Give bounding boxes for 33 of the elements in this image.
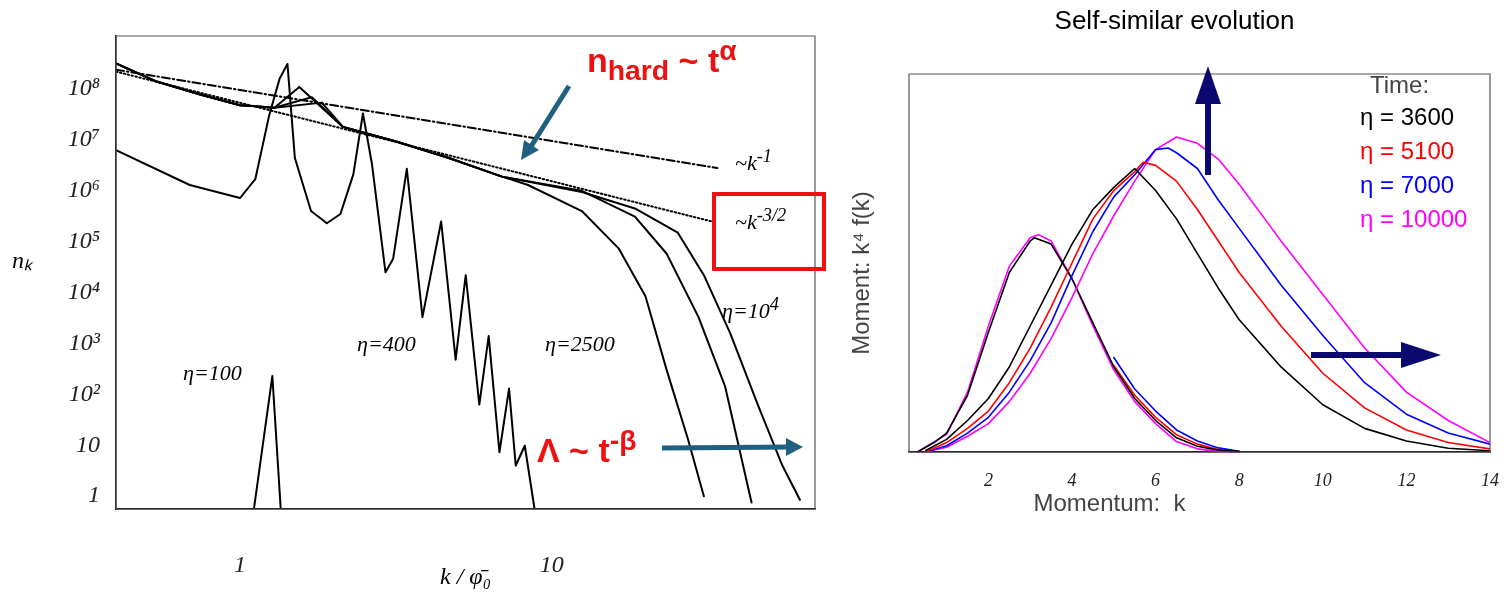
x-tick-label: 6 <box>1151 469 1161 490</box>
x-tick-label: 14 <box>1481 469 1499 490</box>
x-axis-title: Momentum: k <box>1033 488 1187 516</box>
x-tick-label: 4 <box>1067 469 1077 490</box>
text: η = 7000 <box>1360 170 1455 198</box>
text: η = 10000 <box>1360 204 1468 232</box>
y-tick-label: 10⁵ <box>67 227 100 254</box>
y-axis-title: nₖ <box>12 247 34 274</box>
legend-title: Time: <box>1370 70 1430 98</box>
text: η = 3600 <box>1360 102 1455 130</box>
chart-title: Self-similar evolution <box>1054 5 1295 36</box>
y-tick-label: 10² <box>68 379 101 406</box>
annotation: η=2500 <box>545 331 615 357</box>
x-tick-label: 10 <box>1313 469 1332 490</box>
y-tick-label: 10³ <box>68 328 101 355</box>
y-axis-title: Moment: k⁴ f(k) <box>846 191 874 355</box>
annotation: η=400 <box>357 331 416 357</box>
y-tick-label: 10⁶ <box>67 176 100 203</box>
annotation: Λ ~ t$^{-β}$ <box>537 424 637 471</box>
annotation: η=10$^{4}$ <box>722 294 779 325</box>
x-tick-label: 8 <box>1234 469 1244 490</box>
y-tick-label: 10⁸ <box>67 74 100 101</box>
annotation: ~k$^{-1}$ <box>735 146 772 177</box>
x-tick-label: 2 <box>983 469 993 490</box>
x-tick-label: 12 <box>1397 469 1416 490</box>
y-tick-label: 10 <box>76 430 100 457</box>
annotation: η=100 <box>183 360 242 386</box>
x-axis-title: k / φ̄₀ <box>440 563 491 590</box>
text: η = 5100 <box>1360 136 1455 164</box>
y-tick-label: 10⁴ <box>67 277 100 304</box>
y-tick-label: 10⁷ <box>67 125 100 152</box>
annotation: n$_{hard}$ ~ t$^{α}$ <box>587 34 737 88</box>
annotation: ~k$^{-3/2}$ <box>735 205 787 236</box>
